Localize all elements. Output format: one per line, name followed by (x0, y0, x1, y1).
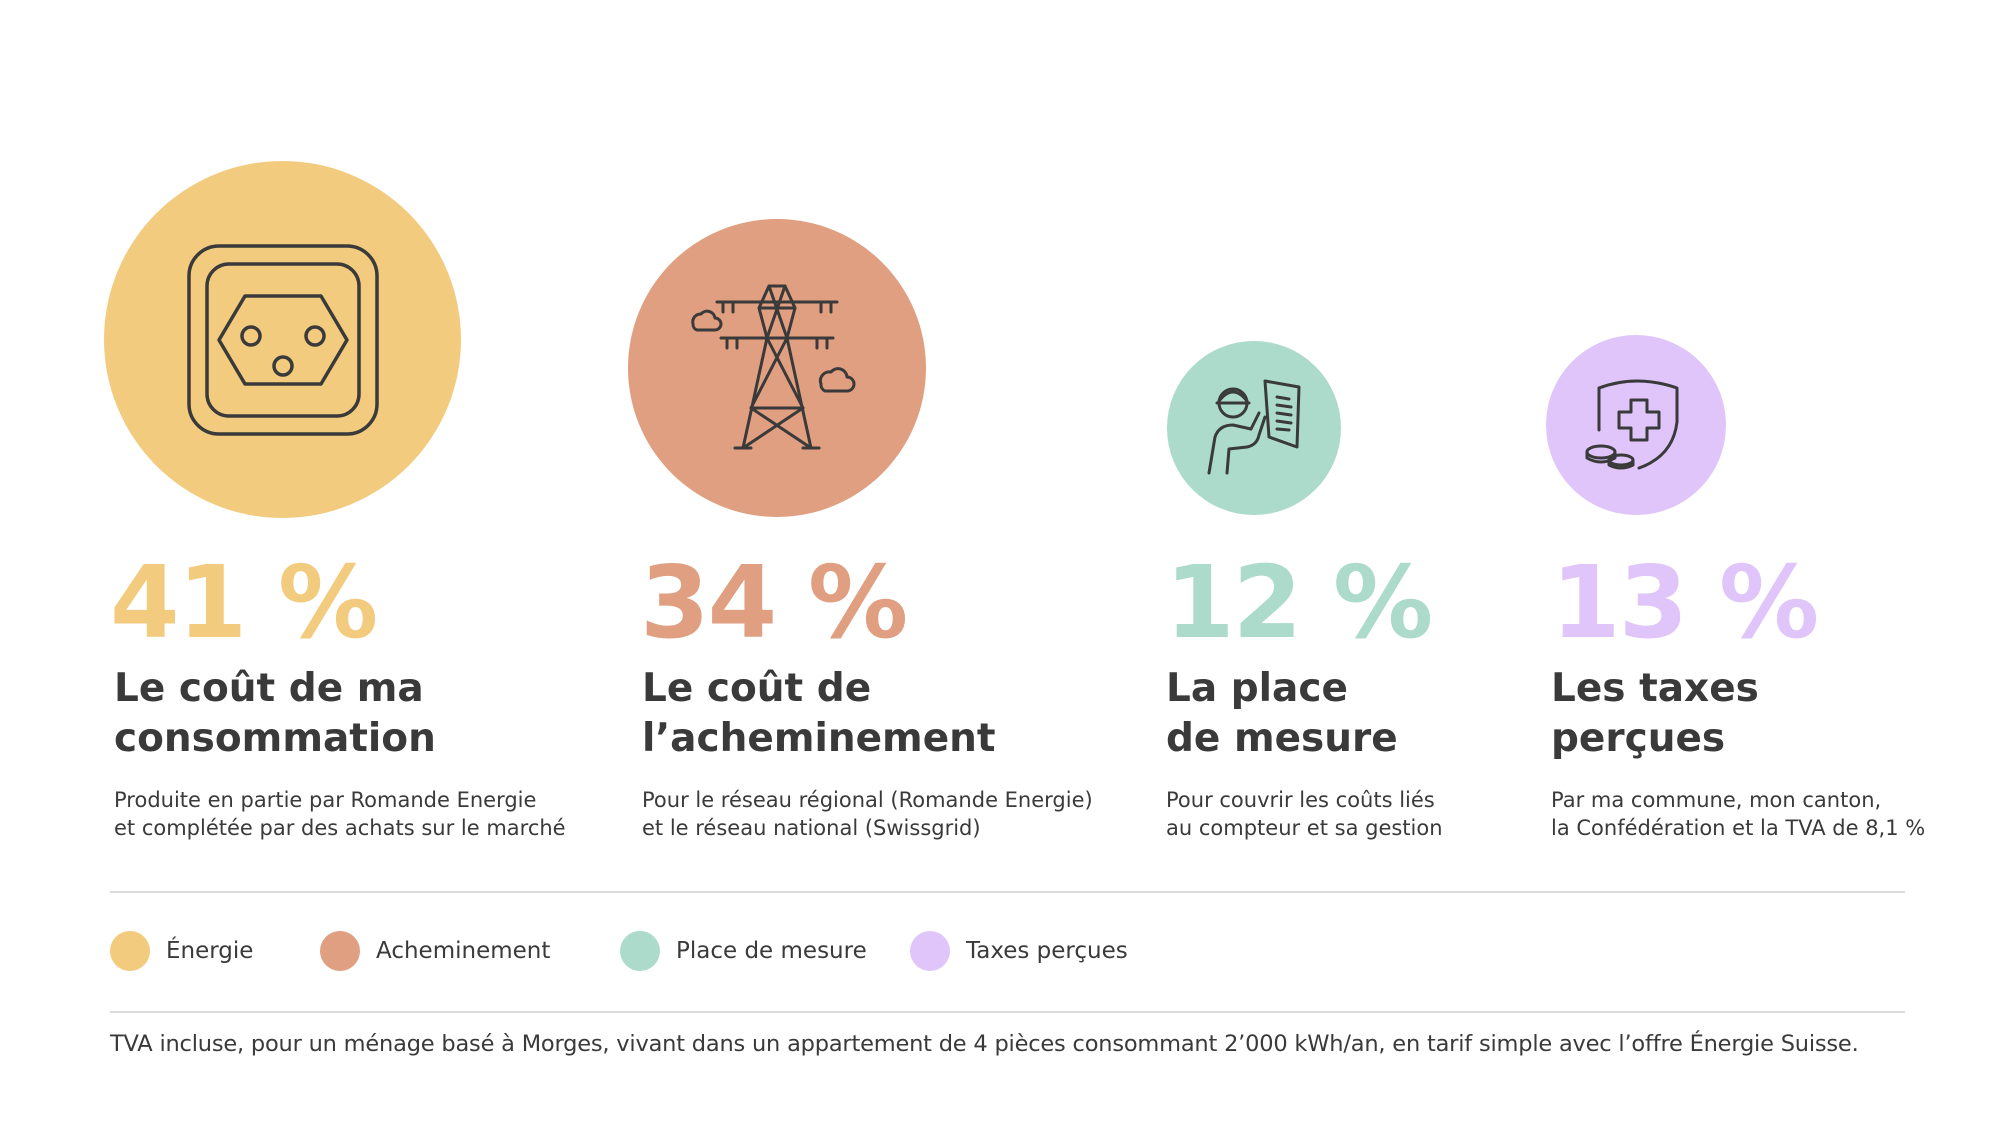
title-taxes-line2: perçues (1551, 716, 1726, 761)
title-energie-line2: consommation (114, 716, 436, 761)
title-taxes-line1: Les taxes (1551, 666, 1759, 711)
percent-mesure: 12 % (1165, 544, 1433, 661)
legend-item-energie: Énergie (110, 930, 253, 972)
divider-top (110, 891, 1905, 893)
legend-label-mesure: Place de mesure (676, 938, 867, 964)
desc-acheminement: Pour le réseau régional (Romande Energie… (642, 786, 1093, 842)
desc-acheminement-line2: et le réseau national (Swissgrid) (642, 816, 981, 840)
bubble-mesure (1167, 341, 1341, 515)
bubble-taxes (1546, 335, 1726, 515)
title-acheminement-line2: l’acheminement (642, 716, 996, 761)
desc-energie-line2: et complétée par des achats sur le march… (114, 816, 566, 840)
desc-acheminement-line1: Pour le réseau régional (Romande Energie… (642, 788, 1093, 812)
desc-mesure-line2: au compteur et sa gestion (1166, 816, 1443, 840)
title-acheminement: Le coût de l’acheminement (642, 664, 996, 764)
title-acheminement-line1: Le coût de (642, 666, 872, 711)
footnote: TVA incluse, pour un ménage basé à Morge… (110, 1031, 1859, 1057)
legend-dot-energie (110, 931, 150, 971)
desc-taxes: Par ma commune, mon canton, la Confédéra… (1551, 786, 1925, 842)
legend-item-taxes: Taxes perçues (910, 930, 1128, 972)
legend-label-energie: Énergie (166, 938, 254, 964)
legend-item-mesure: Place de mesure (620, 930, 867, 972)
desc-taxes-line1: Par ma commune, mon canton, (1551, 788, 1882, 812)
title-energie: Le coût de ma consommation (114, 664, 436, 764)
legend-label-acheminement: Acheminement (376, 938, 551, 964)
legend-dot-acheminement (320, 931, 360, 971)
technician-icon (1207, 379, 1301, 475)
percent-energie: 41 % (110, 544, 378, 661)
title-mesure: La place de mesure (1166, 664, 1398, 764)
legend-item-acheminement: Acheminement (320, 930, 550, 972)
bubble-energie (104, 161, 461, 518)
percent-taxes: 13 % (1551, 544, 1819, 661)
power-pylon-icon (691, 284, 856, 450)
desc-mesure-line1: Pour couvrir les coûts liés (1166, 788, 1435, 812)
shield-coins-icon (1585, 379, 1679, 470)
power-socket-icon (186, 243, 379, 436)
desc-energie: Produite en partie par Romande Energie e… (114, 786, 566, 842)
title-mesure-line1: La place (1166, 666, 1348, 711)
title-energie-line1: Le coût de ma (114, 666, 424, 711)
desc-taxes-line2: la Confédération et la TVA de 8,1 % (1551, 816, 1926, 840)
divider-bottom (110, 1011, 1905, 1013)
title-taxes: Les taxes perçues (1551, 664, 1759, 764)
bubble-acheminement (628, 219, 926, 517)
legend-dot-taxes (910, 931, 950, 971)
desc-mesure: Pour couvrir les coûts liés au compteur … (1166, 786, 1443, 842)
percent-acheminement: 34 % (640, 544, 908, 661)
desc-energie-line1: Produite en partie par Romande Energie (114, 788, 537, 812)
legend-label-taxes: Taxes perçues (966, 938, 1128, 964)
legend-dot-mesure (620, 931, 660, 971)
title-mesure-line2: de mesure (1166, 716, 1398, 761)
